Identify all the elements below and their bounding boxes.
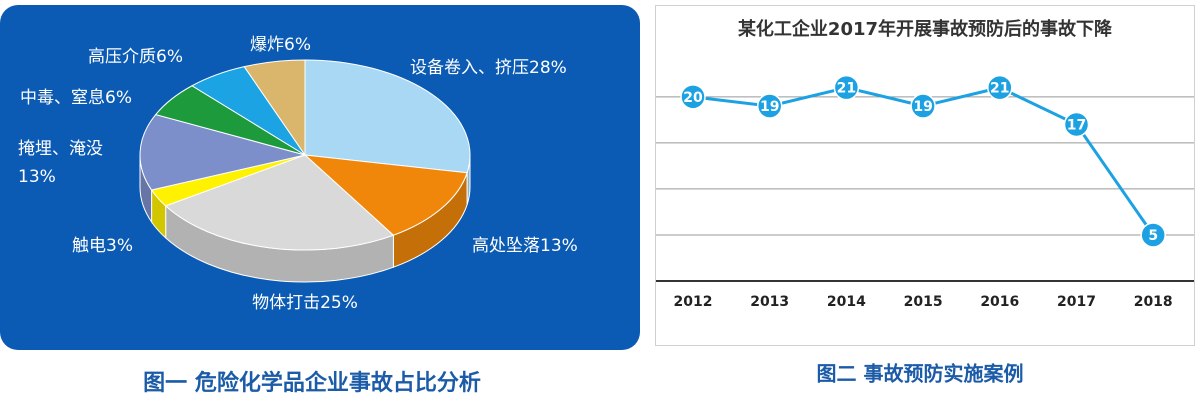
line-panel xyxy=(655,5,1195,346)
line-title: 某化工企业2017年开展事故预防后的事故下降 xyxy=(738,18,1113,40)
slice-name: 掩埋、淹没 xyxy=(18,139,103,159)
x-tick-label: 2013 xyxy=(750,294,789,310)
value-label: 5 xyxy=(1148,228,1158,244)
line-caption: 图二 事故预防实施案例 xyxy=(817,362,1024,386)
slice-name: 高处坠落 xyxy=(472,236,540,256)
point xyxy=(987,74,1013,101)
x-tick-label: 2012 xyxy=(674,294,713,310)
pie-caption: 图一 危险化学品企业事故占比分析 xyxy=(143,370,481,396)
slice-name: 高压介质 xyxy=(88,47,156,67)
value-label: 19 xyxy=(760,99,779,115)
slice-value-label: 25% xyxy=(320,293,358,313)
slice xyxy=(303,154,468,236)
point xyxy=(1063,111,1090,138)
slice-value-label: 13% xyxy=(540,236,578,256)
slice-label: 物体打击25% xyxy=(252,293,358,313)
slice-label: 设备卷入、挤压28% xyxy=(410,58,567,78)
value-label: 21 xyxy=(837,81,856,97)
slice xyxy=(304,59,471,174)
slice-label: 触电3% xyxy=(72,236,133,256)
slice-label: 高处坠落13% xyxy=(472,236,578,256)
x-tick-label: 2018 xyxy=(1134,294,1173,310)
slice-label: 中毒、窒息6% xyxy=(20,88,132,108)
x-tick-label: 2016 xyxy=(980,294,1019,310)
x-tick-label: 2017 xyxy=(1057,294,1096,310)
slice xyxy=(139,113,306,191)
point xyxy=(756,93,783,119)
slice-value-label: 3% xyxy=(106,236,133,256)
x-tick-label: 2015 xyxy=(904,294,943,310)
slice xyxy=(243,59,306,157)
slice-name: 物体打击 xyxy=(252,293,320,313)
point xyxy=(1140,222,1166,248)
slice-value-label: 13% xyxy=(18,167,56,187)
slice-label: 高压介质6% xyxy=(88,47,183,67)
value-label: 19 xyxy=(913,99,932,115)
x-tick-label: 2014 xyxy=(827,294,866,310)
point xyxy=(833,74,860,101)
point xyxy=(910,93,936,119)
slice-name: 爆炸 xyxy=(250,35,284,55)
slice-value-label: 6% xyxy=(156,47,183,67)
slice-name: 触电 xyxy=(72,236,106,256)
slice-name: 中毒、窒息 xyxy=(20,88,105,108)
value-label: 17 xyxy=(1067,117,1086,133)
value-label: 20 xyxy=(683,90,703,106)
slice-name: 设备卷入、挤压 xyxy=(410,58,529,78)
slice xyxy=(164,154,395,251)
point xyxy=(680,84,706,110)
slice-label: 掩埋、淹没 13% xyxy=(18,139,103,187)
slice-label: 爆炸6% xyxy=(250,35,311,55)
value-label: 21 xyxy=(990,81,1009,97)
slice-value-label: 6% xyxy=(284,35,311,55)
slice-value-label: 28% xyxy=(529,58,567,78)
slice-value-label: 6% xyxy=(105,88,132,108)
